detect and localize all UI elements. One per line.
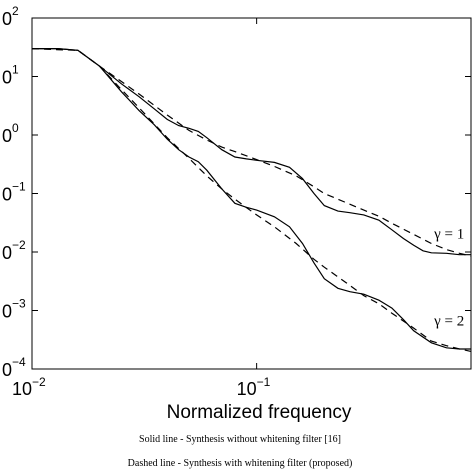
y-tick-label: 00 (2, 121, 19, 146)
annotations-layer: γ = 1 γ = 2 (433, 227, 464, 330)
annotation-gamma-2: γ = 2 (433, 314, 464, 330)
series-2-dashed-line (31, 48, 472, 257)
y-tick-label: 02 (2, 4, 19, 29)
caption-line-1: Solid line - Synthesis without whitening… (139, 434, 341, 445)
y-tick-label: 0−2 (2, 238, 26, 263)
series-1-solid-line (32, 48, 471, 256)
caption-line-2: Dashed line - Synthesis with whitening f… (128, 458, 353, 469)
x-tick-label: 10−1 (237, 375, 271, 399)
y-tick-exponent: 1 (12, 63, 19, 77)
y-tick-label: 0−1 (2, 180, 26, 205)
x-tick-exponent: −1 (257, 375, 271, 389)
y-tick-label: 0−4 (2, 355, 26, 380)
y-tick-label: 01 (2, 63, 19, 88)
x-tick-exponent: −2 (32, 375, 46, 389)
y-tick-exponent: −1 (12, 180, 26, 194)
y-tick-exponent: 2 (12, 4, 19, 18)
curves-layer (31, 48, 472, 352)
series-4-dashed-line (31, 48, 472, 352)
x-axis-label: Normalized frequency (167, 402, 352, 423)
y-tick-exponent: −3 (12, 297, 26, 311)
series-3-solid-line (32, 48, 471, 350)
x-tick-label: 10−2 (12, 375, 46, 399)
annotation-gamma-1: γ = 1 (433, 227, 464, 243)
plot-frame (31, 17, 472, 370)
y-tick-exponent: −4 (12, 355, 26, 369)
y-tick-exponent: 0 (12, 121, 19, 135)
y-tick-label: 0−3 (2, 297, 26, 322)
y-tick-exponent: −2 (12, 238, 26, 252)
